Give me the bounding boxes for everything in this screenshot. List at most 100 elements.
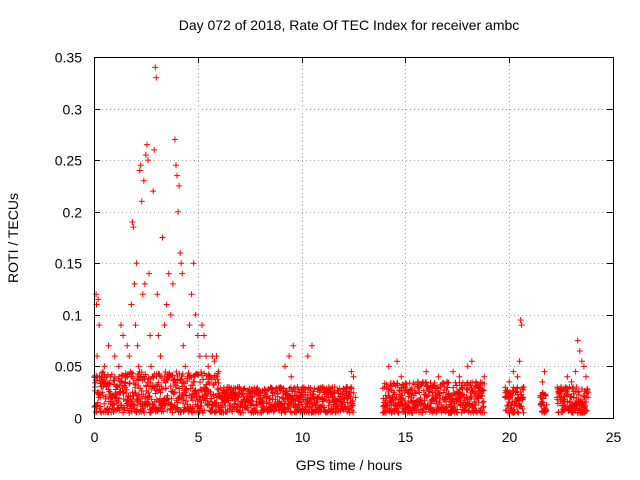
data-point-band xyxy=(266,400,273,407)
y-axis-label: ROTI / TECUs xyxy=(5,193,21,283)
data-point xyxy=(92,384,99,391)
data-point-band xyxy=(97,403,104,410)
data-point-band xyxy=(413,407,420,414)
data-point xyxy=(263,394,270,401)
data-point xyxy=(173,162,180,169)
data-point-band xyxy=(142,371,149,378)
y-tick-label: 0.2 xyxy=(63,205,83,221)
data-point xyxy=(132,322,139,329)
data-point-band xyxy=(119,378,126,385)
data-point-band xyxy=(158,383,165,390)
data-point-band xyxy=(146,393,153,400)
data-point xyxy=(286,353,293,360)
data-point-band xyxy=(347,393,354,400)
data-point-band xyxy=(403,381,410,388)
data-point xyxy=(129,219,136,226)
data-point-band xyxy=(443,387,450,394)
y-tick-label: 0 xyxy=(74,411,82,427)
data-point-band xyxy=(401,397,408,404)
data-point-band xyxy=(513,385,520,392)
data-point-band xyxy=(179,383,186,390)
data-point-band xyxy=(229,408,236,415)
data-point xyxy=(201,332,208,339)
data-point xyxy=(248,394,255,401)
data-point xyxy=(288,373,295,380)
data-point-band xyxy=(450,390,457,397)
data-point-band xyxy=(172,381,179,388)
data-point-band xyxy=(189,382,196,389)
data-point-band xyxy=(437,383,444,390)
data-point-band xyxy=(321,404,328,411)
data-point xyxy=(408,394,415,401)
data-point xyxy=(213,353,220,360)
data-point xyxy=(148,363,155,370)
data-point-band xyxy=(102,377,109,384)
data-point xyxy=(176,182,183,189)
data-point-band xyxy=(120,404,127,411)
data-point-band xyxy=(180,379,187,386)
data-point xyxy=(304,353,311,360)
data-point xyxy=(99,389,106,396)
data-point-band xyxy=(130,379,137,386)
data-point-band xyxy=(408,384,415,391)
data-point-band xyxy=(573,384,580,391)
data-point xyxy=(103,384,110,391)
data-point-band xyxy=(197,379,204,386)
data-point-band xyxy=(201,407,208,414)
data-point xyxy=(572,368,579,375)
data-point-band xyxy=(185,370,192,377)
data-point-band xyxy=(123,386,130,393)
data-point-band xyxy=(302,385,309,392)
data-point xyxy=(232,389,239,396)
data-point-band xyxy=(189,404,196,411)
data-point-band xyxy=(519,405,526,412)
data-point-band xyxy=(212,379,219,386)
data-point-band xyxy=(394,408,401,415)
data-point-band xyxy=(129,396,136,403)
data-point-band xyxy=(232,396,239,403)
data-point xyxy=(130,224,137,231)
data-point-band xyxy=(538,398,545,405)
data-point-band xyxy=(235,394,242,401)
data-point-band xyxy=(445,379,452,386)
data-point-band xyxy=(411,387,418,394)
data-point xyxy=(553,394,560,401)
data-point-band xyxy=(350,409,357,416)
data-point-band xyxy=(479,393,486,400)
x-axis-label: GPS time / hours xyxy=(296,457,403,473)
data-point-band xyxy=(180,393,187,400)
data-point-band xyxy=(274,393,281,400)
data-point-band xyxy=(291,384,298,391)
data-point xyxy=(308,342,315,349)
data-point-band xyxy=(260,400,267,407)
data-point xyxy=(541,368,548,375)
y-tick-label: 0.15 xyxy=(55,256,82,272)
data-point-band xyxy=(245,407,252,414)
data-point-band xyxy=(194,398,201,405)
data-point xyxy=(207,373,214,380)
data-point-band xyxy=(426,388,433,395)
data-point-band xyxy=(206,380,213,387)
data-point xyxy=(161,322,168,329)
data-point-band xyxy=(278,409,285,416)
data-point-band xyxy=(169,409,176,416)
data-point xyxy=(429,384,436,391)
data-point xyxy=(580,363,587,370)
data-point-band xyxy=(467,394,474,401)
x-tick-label: 25 xyxy=(606,429,622,445)
data-point-band xyxy=(159,386,166,393)
data-point-band xyxy=(463,394,470,401)
data-point xyxy=(136,167,143,174)
data-point-band xyxy=(102,393,109,400)
data-point-band xyxy=(171,389,178,396)
data-point-band xyxy=(345,405,352,412)
data-point xyxy=(281,363,288,370)
data-point-band xyxy=(515,409,522,416)
data-point-band xyxy=(207,388,214,395)
data-point-band xyxy=(128,408,135,415)
data-point xyxy=(211,358,218,365)
data-point-band xyxy=(520,394,527,401)
data-point xyxy=(198,322,205,329)
data-point xyxy=(96,322,103,329)
data-point xyxy=(182,363,189,370)
